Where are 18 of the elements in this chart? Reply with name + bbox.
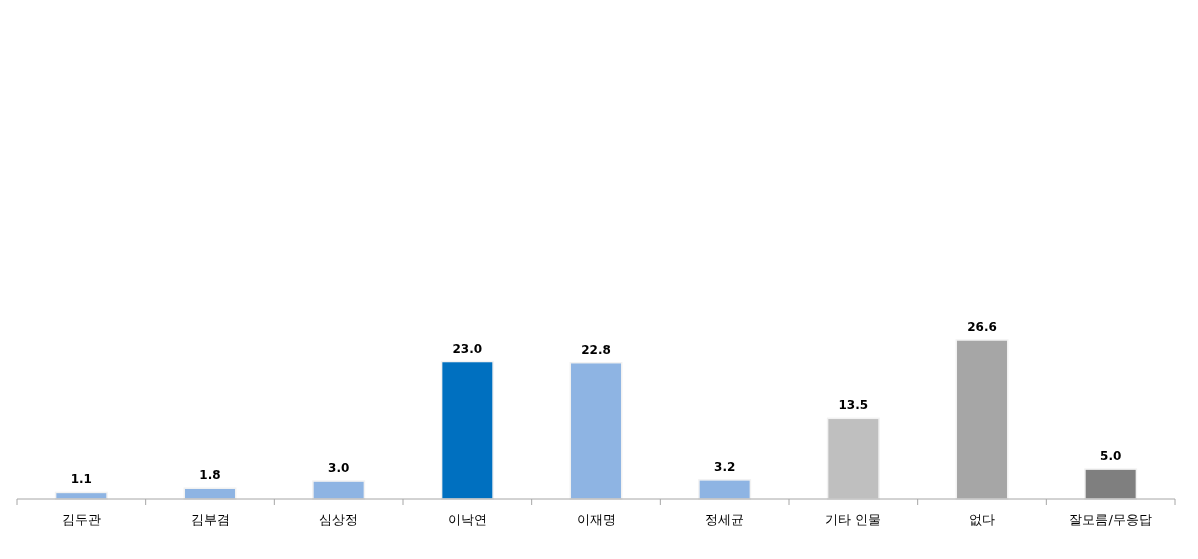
x-tick-label: 기타 인물 [825,512,882,527]
data-label: 13.5 [838,398,869,413]
data-label: 1.8 [199,468,221,483]
x-tick-label: 김두관 [61,512,101,527]
x-tick-label: 김부겸 [190,512,230,527]
x-tick-label: 이재명 [576,512,616,527]
x-tick-label: 없다 [969,512,995,527]
data-label: 5.0 [1100,449,1122,464]
data-label: 22.8 [581,342,611,357]
x-tick-label: 정세균 [705,512,745,527]
x-tick-label: 심상정 [319,512,359,527]
x-tick-label: 이낙연 [447,512,487,527]
data-label: 3.2 [714,459,736,474]
data-label: 3.0 [328,461,350,476]
data-label: 1.1 [70,472,92,487]
data-label: 26.6 [967,320,997,334]
x-tick-label: 잘모름/무응답 [1069,512,1152,527]
data-label: 23.0 [452,341,483,356]
